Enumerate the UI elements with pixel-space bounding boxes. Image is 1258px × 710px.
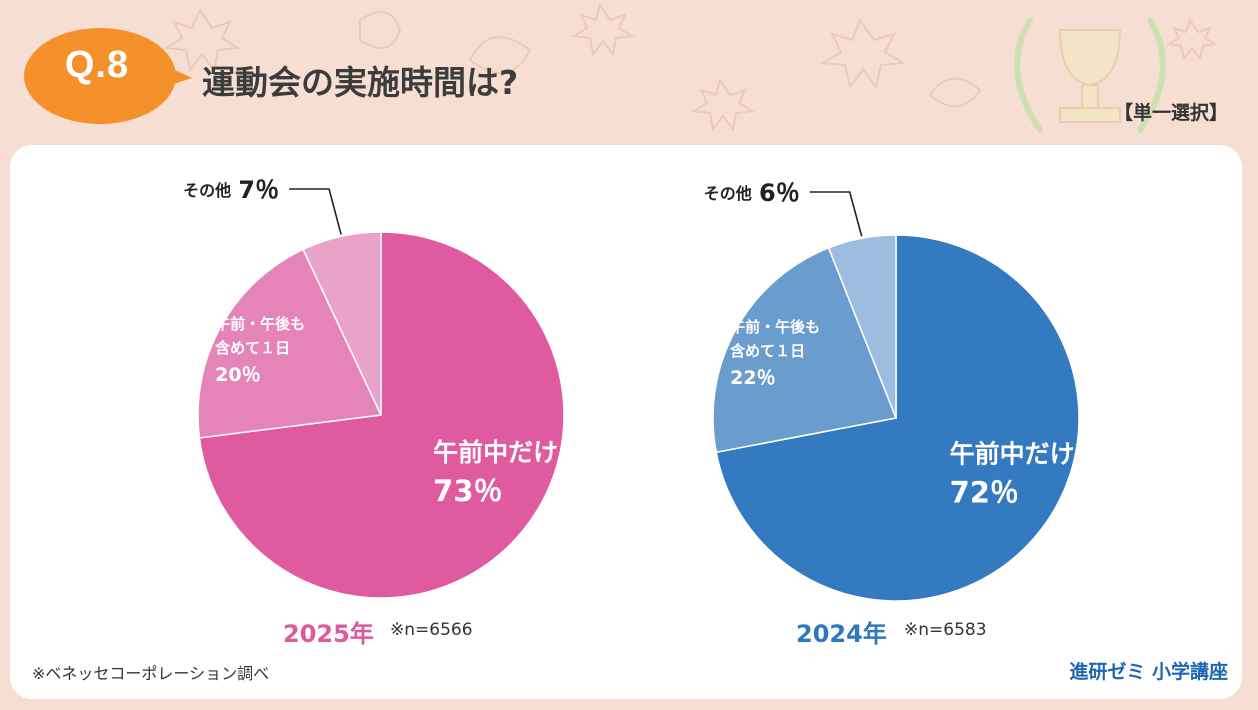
- year-suffix: 年: [862, 620, 887, 648]
- year-number: 2024: [796, 620, 863, 648]
- callout-line: [289, 188, 342, 235]
- pie-slice: [827, 234, 897, 419]
- page-title: 運動会の実施時間は?: [202, 63, 519, 102]
- year-label-2025: 2025年: [283, 614, 374, 649]
- slice-value: 22％: [730, 367, 775, 389]
- slice-label: 含めて１日: [730, 342, 805, 360]
- question-badge: [24, 28, 192, 124]
- question-number: Q.8: [64, 44, 130, 86]
- slice-value: 72％: [950, 475, 1019, 509]
- year-suffix: 年: [349, 620, 374, 648]
- year-number: 2025: [283, 620, 350, 648]
- source-note: ※ベネッセコーポレーション調べ: [32, 664, 270, 683]
- brand-logo-text: 進研ゼミ 小学講座: [1069, 661, 1228, 683]
- slice-label: その他: [183, 181, 231, 200]
- slice-label: 含めて１日: [215, 339, 290, 357]
- pie-slice: [715, 234, 1080, 602]
- question-badge-tail: [162, 64, 192, 88]
- pie-slice: [712, 246, 898, 454]
- slice-label: 午前・午後も: [215, 315, 305, 333]
- autumn-leaves-decoration: [162, 2, 1218, 133]
- slice-value: 6％: [759, 179, 800, 207]
- pie-slice: [302, 231, 382, 416]
- sample-size-2025: ※n=6566: [390, 620, 473, 640]
- slice-label: 午前・午後も: [730, 318, 820, 336]
- slice-label: その他: [704, 184, 752, 203]
- slice-value: 7％: [238, 176, 279, 204]
- slice-label: 午前中だけ: [433, 438, 558, 467]
- selection-type-label: 【単一選択】: [1113, 102, 1228, 124]
- question-badge-shape: [24, 28, 176, 124]
- callout-line: [809, 191, 863, 237]
- pie-slice: [197, 248, 383, 439]
- slice-label: 午前中だけ: [950, 439, 1075, 468]
- slice-value: 20％: [215, 364, 260, 386]
- year-label-2024: 2024年: [796, 614, 887, 649]
- slice-value: 73％: [433, 474, 502, 508]
- sample-size-2024: ※n=6583: [904, 620, 987, 640]
